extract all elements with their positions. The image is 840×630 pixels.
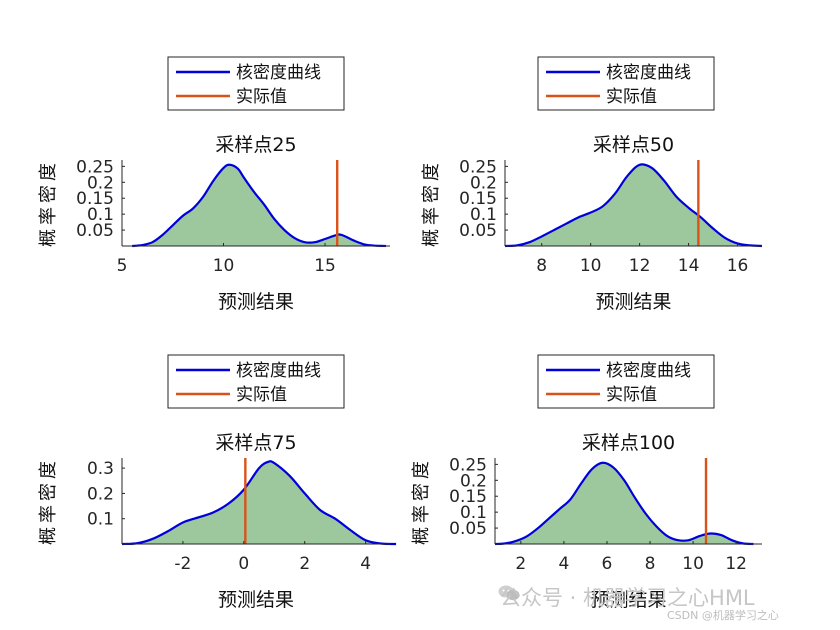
y-axis-label: 概率密度 [421,159,442,247]
kde-line [504,163,763,248]
y-tick-label: 0.05 [449,519,487,539]
kde-panel-2: 8 10 12 14 16 0.050.10.150.20.25 采样点50 预测结果 概率密度… [421,56,763,313]
x-tick-label: -2 [174,554,191,574]
x-axis-label: 预测结果 [218,291,294,313]
y-tick-label: 0.2 [460,471,487,491]
x-tick-label: 4 [360,554,371,574]
x-tick-label: 2 [299,554,310,574]
legend-label-actual: 实际值 [606,87,657,107]
chart-title: 采样点75 [215,432,296,454]
y-tick-label: 0.15 [459,189,497,209]
kde-panel-4: 2 4 6 8 10 12 0.050.10.150.20.25 采样点100 预测结果 概率密度… [411,354,762,611]
x-axis-label: 预测结果 [218,589,294,611]
kde-line [494,461,754,546]
y-tick-label: 0.25 [76,157,114,177]
watermark-text: 公众号 · 机器学习之心HML [500,586,755,610]
y-axis-label: 概率密度 [411,457,432,545]
chart-title: 采样点25 [215,134,296,156]
legend-label-actual: 实际值 [606,385,657,405]
x-tick-label: 2 [515,554,526,574]
x-tick-label: 4 [558,554,569,574]
chart-title: 采样点50 [593,134,674,156]
y-tick-label: 0.15 [449,487,487,507]
y-axis-label: 概率密度 [38,159,59,247]
legend-box [167,354,345,409]
legend-label-actual: 实际值 [236,87,287,107]
legend-label-kde: 核密度曲线 [236,361,321,381]
y-tick-label: 0.1 [87,205,114,225]
y-tick-label: 0.1 [87,510,114,530]
x-tick-label: 8 [536,256,547,276]
watermark-source: CSDN @机器学习之心 [667,609,779,622]
x-tick-label: 5 [117,256,128,276]
legend-box [537,56,715,111]
y-axis-label: 概率密度 [38,457,59,545]
y-tick-label: 0.2 [470,173,497,193]
x-tick-label: 8 [645,554,656,574]
legend-label-kde: 核密度曲线 [606,361,691,381]
x-tick-label: 12 [629,256,651,276]
chart-title: 采样点100 [582,432,675,454]
legend-label-kde: 核密度曲线 [236,63,321,83]
x-tick-label: 14 [678,256,700,276]
kde-area [122,461,397,544]
y-tick-label: 0.05 [76,221,114,241]
wechat-icon [498,585,520,601]
legend-label-actual: 实际值 [236,385,287,405]
x-tick-label: 10 [213,256,235,276]
x-axis-label: 预测结果 [595,291,671,313]
x-tick-label: 6 [602,554,613,574]
kde-area [495,462,754,544]
x-tick-label: 10 [682,554,704,574]
y-tick-label: 0.05 [459,221,497,241]
x-tick-label: 0 [238,554,249,574]
y-tick-label: 0.2 [87,173,114,193]
kde-area [132,164,386,246]
y-tick-label: 0.2 [87,484,114,504]
legend-box [537,354,715,409]
kde-area [505,164,762,246]
x-tick-label: 12 [725,554,747,574]
y-tick-label: 0.25 [449,455,487,475]
legend-box [167,56,345,111]
y-tick-label: 0.25 [459,157,497,177]
y-tick-label: 0.1 [470,205,497,225]
kde-line [121,460,397,546]
x-tick-label: 15 [314,256,336,276]
kde-panel-1: 5 10 15 0.050.10.150.20.25 采样点25 预测结果 概率密度 核密度曲… [38,56,390,313]
y-tick-label: 0.1 [460,503,487,523]
x-tick-label: 10 [580,256,602,276]
kde-line [132,163,386,248]
x-tick-label: 16 [727,256,749,276]
y-tick-label: 0.3 [87,459,114,479]
legend-label-kde: 核密度曲线 [606,63,691,83]
x-axis-label: 预测结果 [590,589,666,611]
y-tick-label: 0.15 [76,189,114,209]
